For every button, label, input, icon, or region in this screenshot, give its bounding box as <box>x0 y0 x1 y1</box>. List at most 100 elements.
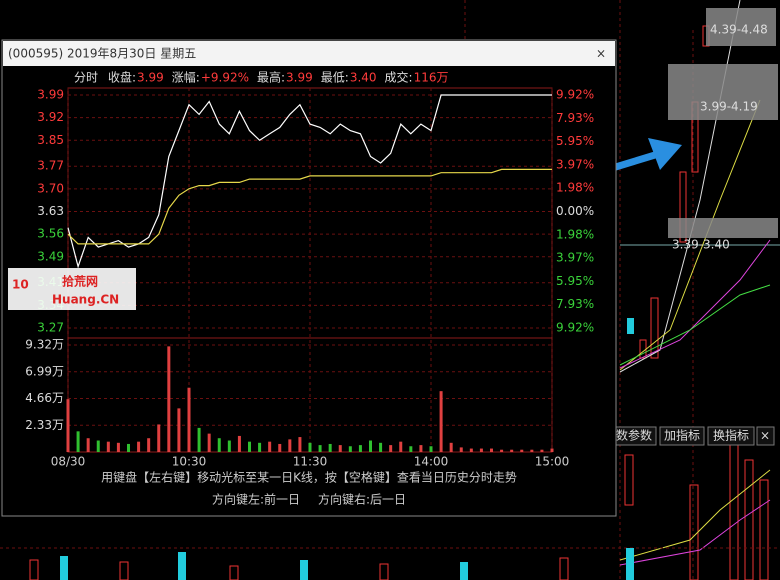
volume-tick-label: 6.99万 <box>25 364 64 378</box>
title-bar <box>3 41 615 66</box>
volume-bar <box>439 391 443 452</box>
info-value: +9.92% <box>201 71 249 85</box>
volume-bar <box>449 442 453 452</box>
y2-tick-label: 1.98% <box>556 227 594 241</box>
y2-tick-label: 9.92% <box>556 321 594 335</box>
y2-tick-label: 7.93% <box>556 111 594 125</box>
y2-tick-label: 3.97% <box>556 157 594 171</box>
watermark-number: 10 <box>12 278 29 292</box>
info-label: 收盘: <box>108 70 136 85</box>
window-title: (000595) 2019年8月30日 星期五 <box>8 47 196 61</box>
volume-bar <box>409 446 413 452</box>
volume-bar <box>237 435 241 452</box>
volume-bar <box>177 408 181 452</box>
x-tick-label: 10:30 <box>172 455 207 469</box>
volume-bar <box>227 440 231 452</box>
volume-bar <box>510 449 514 452</box>
info-label: 最低: <box>321 71 349 85</box>
price-line <box>67 94 552 269</box>
volume-bar <box>530 449 534 452</box>
y-tick-label: 3.27 <box>37 321 64 335</box>
volume-bar <box>147 438 151 452</box>
y2-tick-label: 5.95% <box>556 134 594 148</box>
volume-bar <box>459 447 463 452</box>
volume-bar <box>288 439 292 452</box>
volume-bar <box>369 440 372 452</box>
y2-tick-label: 5.95% <box>556 274 594 288</box>
volume-bar <box>157 424 161 452</box>
volume-bar <box>358 445 362 452</box>
volume-bar <box>389 445 393 452</box>
y-tick-label: 3.85 <box>37 133 64 147</box>
volume-bar <box>348 446 352 452</box>
volume-bar <box>550 448 554 452</box>
volume-bar <box>268 441 272 452</box>
volume-bar <box>258 442 262 452</box>
close-button[interactable]: × <box>596 47 606 61</box>
info-label: 涨幅: <box>172 70 200 85</box>
volume-bar <box>540 449 544 452</box>
volume-bar <box>308 442 312 452</box>
x-tick-label: 11:30 <box>293 455 328 469</box>
x-tick-label: 14:00 <box>414 455 449 469</box>
range-label: 4.39-4.48 <box>710 23 768 37</box>
volume-tick-label: 9.32万 <box>25 338 64 352</box>
volume-bar <box>167 346 171 452</box>
watermark-domain: Huang.CN <box>52 293 119 307</box>
info-value: 3.99 <box>286 71 313 85</box>
volume-bar <box>328 443 332 452</box>
y-tick-label: 3.70 <box>37 181 64 195</box>
hint-text: 方向键左:前一日 <box>212 492 300 507</box>
watermark-site: 拾荒网 <box>62 274 98 289</box>
volume-bar <box>520 449 524 452</box>
toolbar-button[interactable]: 换指标 <box>713 428 749 443</box>
y-tick-label: 3.92 <box>37 110 64 124</box>
y-tick-label: 3.49 <box>37 249 64 263</box>
volume-bar <box>96 440 100 452</box>
volume-bar <box>137 441 141 452</box>
volume-bar <box>127 443 130 452</box>
volume-bar <box>298 437 302 452</box>
volume-bar <box>500 449 504 452</box>
volume-bar <box>318 445 322 452</box>
volume-bar <box>429 446 433 452</box>
toolbar-button[interactable]: 加指标 <box>664 428 700 443</box>
volume-tick-label: 2.33万 <box>25 418 64 432</box>
y-tick-label: 3.99 <box>37 88 64 102</box>
toolbar-close[interactable]: × <box>760 429 770 443</box>
y-tick-label: 3.77 <box>37 159 64 173</box>
volume-bar <box>197 427 201 452</box>
watermark: 10 拾荒网 Huang.CN <box>8 268 136 310</box>
volume-bar <box>187 387 191 452</box>
x-tick-label: 08/30 <box>51 455 86 469</box>
mode-label: 分时 <box>74 71 98 85</box>
volume-bar <box>399 441 403 452</box>
info-bar: 收盘: 3.99 涨幅: +9.92% 最高: 3.99 最低: 3.40 成交: 116万 <box>108 70 448 85</box>
volume-bar <box>338 445 342 452</box>
volume-bar <box>116 442 120 452</box>
hint-text: 方向键右:后一日 <box>318 492 406 507</box>
volume-bar <box>76 431 80 452</box>
volume-bar <box>248 441 251 452</box>
toolbar: 数参数 加指标 换指标 × <box>611 426 775 446</box>
price-line <box>67 168 552 245</box>
volume-bar <box>469 448 473 452</box>
y2-tick-label: 3.97% <box>556 251 594 265</box>
info-label: 成交: <box>385 70 413 85</box>
volume-bar <box>379 442 383 452</box>
volume-bar <box>278 443 282 452</box>
range-label: 3.99-4.19 <box>700 100 758 114</box>
volume-bar <box>86 438 90 452</box>
toolbar-button[interactable]: 数参数 <box>616 428 652 443</box>
y-tick-label: 3.63 <box>37 204 64 218</box>
info-value: 116万 <box>414 71 449 85</box>
y2-tick-label: 1.98% <box>556 181 594 195</box>
plot: 3.993.923.853.773.703.633.563.493.413.34… <box>25 88 594 469</box>
range-label: 3.39-3.40 <box>672 238 730 252</box>
info-value: 3.99 <box>137 71 164 85</box>
volume-bar <box>106 441 110 452</box>
volume-bar <box>207 433 211 452</box>
